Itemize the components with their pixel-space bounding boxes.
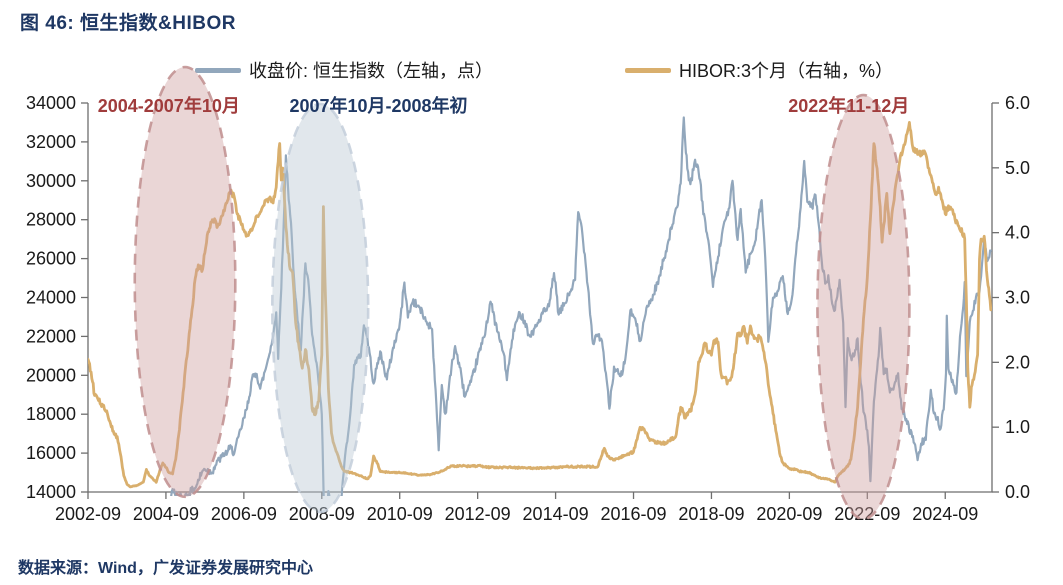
left-axis-tick-label: 22000 <box>26 326 76 346</box>
hibor-line-series <box>88 121 992 489</box>
x-axis-tick-label: 2010-09 <box>367 504 433 524</box>
left-axis-tick-label: 30000 <box>26 171 76 191</box>
legend-marker-hibor-icon <box>625 67 671 73</box>
x-axis-tick-label: 2016-09 <box>600 504 666 524</box>
left-axis-tick-label: 14000 <box>26 482 76 502</box>
left-axis-tick-label: 20000 <box>26 365 76 385</box>
annotation-label-2: 2007年10月-2008年初 <box>289 95 467 116</box>
x-axis-tick-label: 2014-09 <box>523 504 589 524</box>
left-axis-tick-label: 32000 <box>26 132 76 152</box>
left-axis-tick-label: 16000 <box>26 443 76 463</box>
left-axis-tick-label: 28000 <box>26 210 76 230</box>
right-axis-tick-label: 1.0 <box>1005 417 1030 437</box>
x-axis-tick-label: 2002-09 <box>55 504 121 524</box>
figure-title: 图 46: 恒生指数&HIBOR <box>20 13 236 34</box>
highlight-ellipse-1 <box>133 65 237 499</box>
hsi-line-series <box>170 116 992 496</box>
highlight-ellipse-2 <box>271 102 370 514</box>
highlight-ellipse-3 <box>816 93 911 521</box>
legend-label-hibor: HIBOR:3个月（右轴，%） <box>679 61 894 81</box>
left-axis-tick-label: 18000 <box>26 404 76 424</box>
right-axis-tick-label: 5.0 <box>1005 158 1030 178</box>
x-axis-tick-label: 2006-09 <box>211 504 277 524</box>
x-axis-tick-label: 2020-09 <box>756 504 822 524</box>
x-axis-tick-label: 2022-09 <box>834 504 900 524</box>
legend-item-hsi: 收盘价: 恒生指数（左轴，点） <box>195 59 493 81</box>
left-axis-tick-label: 34000 <box>26 93 76 113</box>
left-axis-tick-label: 26000 <box>26 249 76 269</box>
right-axis-tick-label: 0.0 <box>1005 482 1030 502</box>
right-axis-tick-label: 2.0 <box>1005 352 1030 372</box>
annotation-label-1: 2004-2007年10月 <box>98 95 240 116</box>
legend-label-hsi: 收盘价: 恒生指数（左轴，点） <box>249 61 494 81</box>
x-axis-tick-label: 2004-09 <box>133 504 199 524</box>
right-axis-tick-label: 4.0 <box>1005 223 1030 243</box>
x-axis-tick-label: 2024-09 <box>912 504 978 524</box>
legend-marker-hsi-icon <box>195 67 241 73</box>
x-axis-tick-label: 2008-09 <box>289 504 355 524</box>
annotation-label-3: 2022年11-12月 <box>788 95 909 116</box>
right-axis-tick-label: 3.0 <box>1005 288 1030 308</box>
right-axis-tick-label: 6.0 <box>1005 93 1030 113</box>
left-axis-tick-label: 24000 <box>26 288 76 308</box>
data-source-note: 数据来源：Wind，广发证券发展研究中心 <box>18 560 313 577</box>
x-axis-tick-label: 2012-09 <box>445 504 511 524</box>
x-axis-tick-label: 2018-09 <box>678 504 744 524</box>
legend-item-hibor: HIBOR:3个月（右轴，%） <box>625 59 893 81</box>
